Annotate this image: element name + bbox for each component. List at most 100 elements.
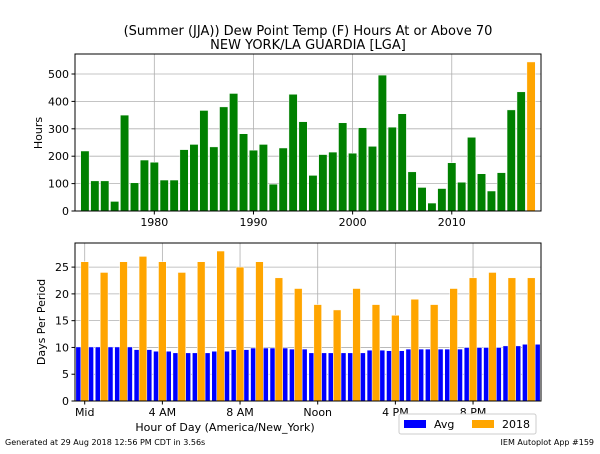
2018-bar-hour-12	[313, 304, 322, 402]
y-tick-label: 300	[48, 123, 69, 136]
bar-2008	[427, 202, 437, 212]
bar-1985	[199, 110, 209, 212]
2018-bar-hour-11	[294, 288, 303, 402]
y-tick-label: 20	[55, 288, 69, 301]
bar-1989	[239, 133, 249, 212]
bar-1973	[80, 150, 90, 212]
x-tick-label: 8 AM	[226, 406, 254, 419]
2018-bar-hour-14	[352, 288, 361, 402]
bar-2000	[348, 152, 358, 212]
bar-1977	[120, 114, 130, 212]
bar-1988	[229, 93, 239, 212]
bar-2001	[358, 127, 367, 212]
2018-bar-hour-7	[216, 250, 225, 402]
bar-2009	[437, 188, 447, 212]
bar-2012	[467, 137, 477, 212]
2018-bar-hour-19	[449, 288, 458, 402]
bar-2002	[367, 146, 377, 212]
y-tick-label: 10	[55, 341, 69, 354]
legend-swatch-avg	[404, 420, 426, 428]
x-tick-label: 2010	[438, 216, 466, 229]
y-tick-label: 500	[48, 68, 69, 81]
2018-bar-hour-4	[158, 261, 167, 402]
2018-bar-hour-0	[80, 261, 89, 402]
2018-bar-hour-10	[274, 277, 284, 402]
2018-bar-hour-5	[177, 272, 186, 402]
2018-bar-hour-3	[138, 256, 148, 402]
bar-2011	[457, 181, 467, 212]
bar-2015	[496, 172, 506, 212]
x-tick-label: 4 AM	[149, 406, 177, 419]
bar-2013	[477, 173, 486, 212]
x-tick-label: 1990	[239, 216, 267, 229]
bar-1982	[169, 179, 179, 212]
bar-2018	[526, 61, 536, 212]
bar-1987	[219, 106, 229, 212]
legend-label-2018: 2018	[502, 418, 530, 431]
y-tick-label: 200	[48, 150, 69, 163]
bar-1981	[159, 179, 169, 212]
bottom-xlabel: Hour of Day (America/New_York)	[135, 421, 314, 434]
x-tick-label: Noon	[303, 406, 332, 419]
2018-bar-hour-15	[371, 304, 381, 402]
bar-1996	[308, 175, 318, 212]
bar-2014	[486, 190, 496, 212]
bar-2010	[447, 162, 457, 212]
y-tick-label: 100	[48, 178, 69, 191]
2018-bar-hour-20	[468, 277, 478, 402]
x-tick-label: Mid	[75, 406, 95, 419]
bar-2016	[506, 109, 516, 212]
bottom-ylabel: Days Per Period	[35, 279, 48, 365]
bar-1991	[258, 144, 268, 212]
2018-bar-hour-22	[507, 277, 517, 402]
bar-1974	[90, 180, 100, 212]
y-tick-label: 0	[62, 395, 69, 408]
2018-bar-hour-16	[391, 315, 400, 402]
2018-bar-hour-23	[527, 277, 536, 402]
bar-2005	[397, 113, 407, 212]
bar-1995	[298, 121, 308, 212]
footer-app: IEM Autoplot App #159	[501, 438, 594, 447]
y-tick-label: 0	[62, 205, 69, 218]
x-tick-label: 2000	[339, 216, 367, 229]
bar-2017	[516, 91, 526, 212]
bar-1975	[100, 180, 110, 212]
bar-1999	[338, 122, 348, 212]
2018-bar-hour-8	[235, 266, 245, 402]
y-tick-label: 25	[55, 261, 69, 274]
bar-1993	[278, 147, 288, 212]
bar-1986	[209, 146, 219, 212]
chart-title: (Summer (JJA)) Dew Point Temp (F) Hours …	[124, 24, 493, 39]
2018-bar-hour-9	[255, 261, 264, 402]
2018-bar-hour-18	[430, 304, 439, 402]
bar-1997	[318, 154, 328, 212]
bar-1994	[288, 94, 298, 212]
y-tick-label: 5	[62, 368, 69, 381]
bar-2007	[417, 187, 427, 212]
y-tick-label: 15	[55, 315, 69, 328]
bar-1998	[328, 151, 338, 212]
footer-generated: Generated at 29 Aug 2018 12:56 PM CDT in…	[5, 438, 205, 447]
2018-bar-hour-21	[488, 272, 497, 402]
x-tick-label: 1980	[140, 216, 168, 229]
bar-2004	[387, 126, 397, 212]
2018-bar-hour-6	[197, 261, 206, 402]
legend-label-avg: Avg	[434, 418, 454, 431]
bar-1980	[149, 161, 159, 212]
bar-1984	[189, 144, 199, 212]
2018-bar-hour-2	[119, 261, 128, 402]
bar-1976	[110, 201, 120, 212]
legend-swatch-2018	[472, 420, 494, 428]
plot-frame	[74, 242, 542, 402]
bar-2006	[407, 171, 417, 212]
2018-bar-hour-1	[99, 272, 109, 402]
plot-frame	[74, 53, 542, 212]
2018-bar-hour-17	[410, 298, 419, 402]
bar-2003	[377, 74, 387, 212]
chart-subtitle: NEW YORK/LA GUARDIA [LGA]	[210, 38, 406, 53]
bar-1979	[139, 159, 149, 212]
y-tick-label: 400	[48, 95, 69, 108]
top-ylabel: Hours	[32, 117, 45, 149]
bar-1990	[249, 149, 258, 212]
